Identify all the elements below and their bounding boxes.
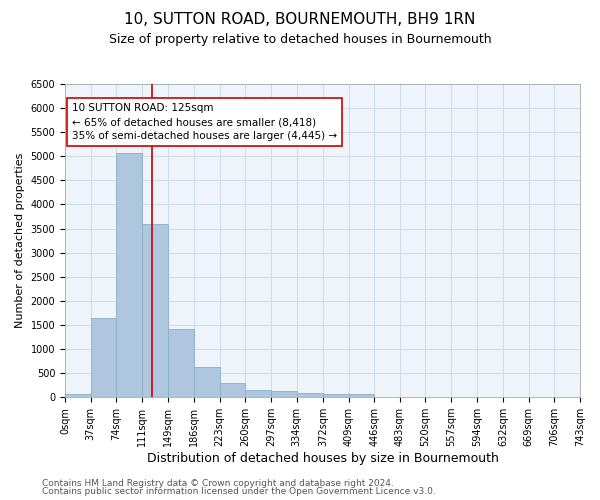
- Bar: [349, 394, 374, 397]
- Text: 10, SUTTON ROAD, BOURNEMOUTH, BH9 1RN: 10, SUTTON ROAD, BOURNEMOUTH, BH9 1RN: [124, 12, 476, 28]
- Bar: [194, 368, 220, 397]
- Bar: [116, 153, 142, 397]
- Bar: [91, 318, 116, 397]
- Bar: [245, 390, 271, 397]
- Bar: [271, 392, 296, 397]
- Bar: [220, 383, 245, 397]
- Bar: [323, 394, 349, 397]
- Text: Size of property relative to detached houses in Bournemouth: Size of property relative to detached ho…: [109, 32, 491, 46]
- Bar: [142, 224, 168, 397]
- Bar: [65, 394, 91, 397]
- Bar: [168, 329, 194, 397]
- Y-axis label: Number of detached properties: Number of detached properties: [15, 153, 25, 328]
- X-axis label: Distribution of detached houses by size in Bournemouth: Distribution of detached houses by size …: [146, 452, 499, 465]
- Text: Contains HM Land Registry data © Crown copyright and database right 2024.: Contains HM Land Registry data © Crown c…: [42, 478, 394, 488]
- Text: 10 SUTTON ROAD: 125sqm
← 65% of detached houses are smaller (8,418)
35% of semi-: 10 SUTTON ROAD: 125sqm ← 65% of detached…: [72, 104, 337, 142]
- Bar: [296, 393, 323, 397]
- Text: Contains public sector information licensed under the Open Government Licence v3: Contains public sector information licen…: [42, 487, 436, 496]
